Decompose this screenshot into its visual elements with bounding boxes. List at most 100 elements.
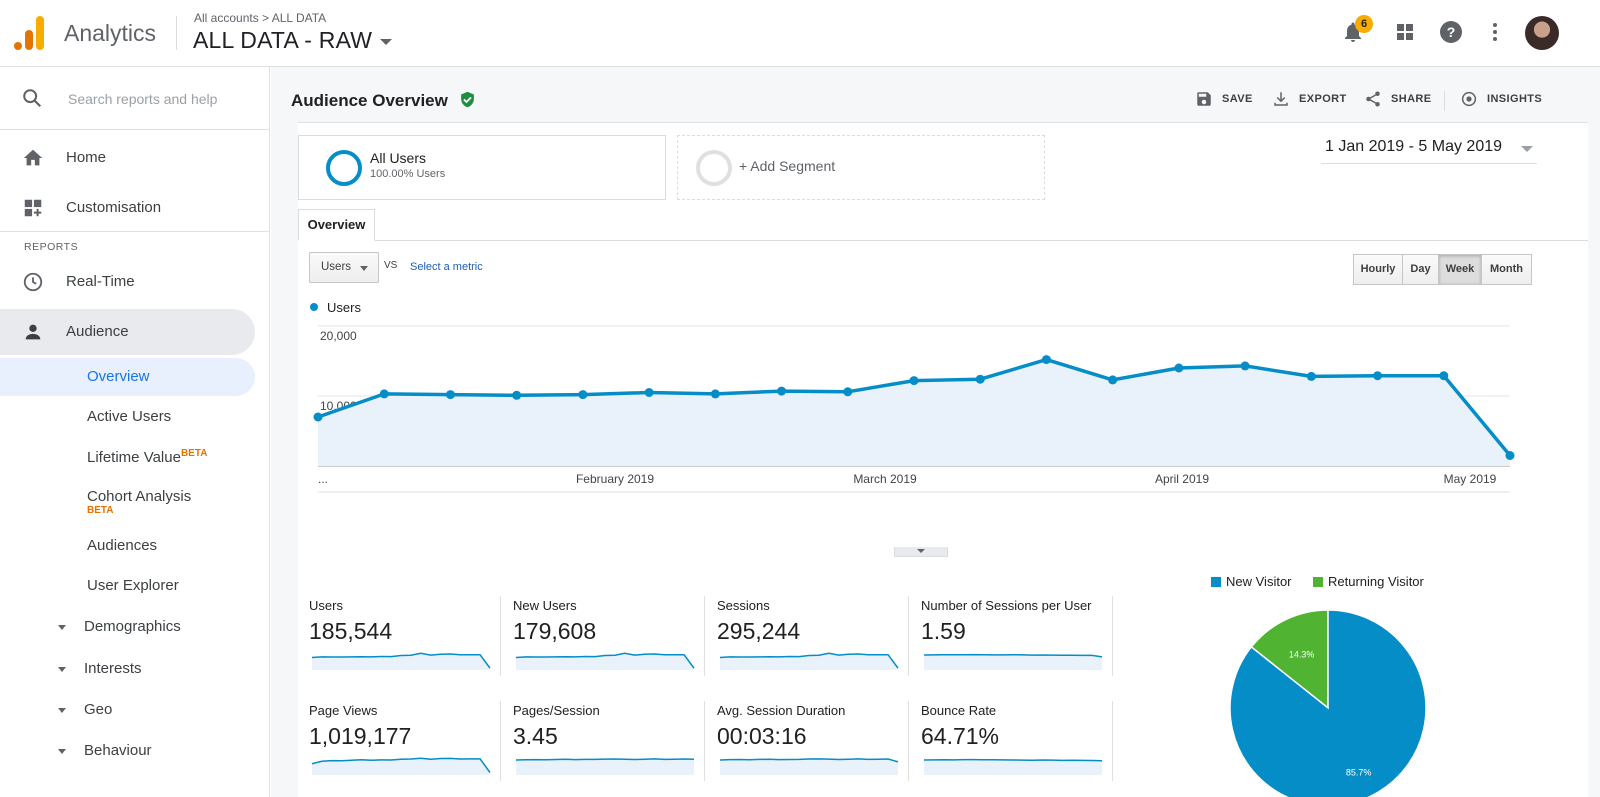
summary-sparkline (923, 653, 1103, 670)
save-button[interactable]: SAVE (1222, 93, 1253, 105)
view-selector[interactable]: ALL DATA - RAW (193, 27, 393, 54)
expand-triangle-icon (58, 666, 66, 672)
add-segment-button[interactable]: + Add Segment (677, 135, 1045, 200)
metric-dropdown-value: Users (321, 261, 352, 273)
more-options-button[interactable] (1483, 20, 1509, 46)
share-button[interactable]: SHARE (1391, 93, 1432, 105)
analytics-logo-icon[interactable] (14, 14, 46, 50)
tab-overview[interactable]: Overview (298, 209, 375, 241)
sidebar-group-behaviour[interactable]: Behaviour (58, 742, 152, 759)
data-point (1240, 361, 1250, 371)
x-tick-label: February 2019 (576, 472, 654, 486)
segment-ring-icon (696, 150, 732, 186)
summary-label: Page Views (309, 703, 378, 718)
sidebar-sub-overview[interactable]: Overview (87, 368, 150, 385)
person-icon (25, 324, 41, 340)
header-divider (176, 16, 177, 50)
customisation-icon (24, 199, 42, 217)
summary-label: Users (309, 598, 343, 613)
sidebar-sub-cohort-analysis[interactable]: Cohort Analysis (87, 488, 192, 505)
granularity-day[interactable]: Day (1402, 254, 1439, 285)
avatar[interactable] (1525, 16, 1559, 50)
pie-legend-label: Returning Visitor (1328, 574, 1424, 589)
granularity-hourly[interactable]: Hourly (1353, 254, 1403, 285)
x-tick-label: May 2019 (1444, 472, 1497, 486)
toolbar-divider (1444, 91, 1445, 111)
sidebar-item-audience[interactable]: Audience (0, 307, 270, 357)
expand-triangle-icon (58, 624, 66, 630)
summary-sparkline (311, 757, 491, 775)
sidebar-item-customisation[interactable]: Customisation (0, 183, 270, 233)
summary-value: 64.71% (921, 723, 1000, 749)
summary-value: 295,244 (717, 618, 801, 644)
search-icon (23, 89, 42, 108)
notifications-button[interactable]: 6 (1341, 15, 1373, 46)
expand-triangle-icon (58, 748, 66, 754)
card-divider (908, 596, 909, 676)
chart-collapse-toggle[interactable] (894, 547, 948, 557)
sparkline-line (719, 652, 899, 669)
sidebar-sub-lifetime-value[interactable]: Lifetime ValueBETA (87, 448, 207, 466)
help-button[interactable]: ? (1439, 20, 1465, 46)
account-breadcrumb[interactable]: All accounts > ALL DATA (194, 11, 327, 25)
card-divider (500, 701, 501, 781)
main-content: Audience Overview SAVE EXPORT SHARE INSI… (271, 67, 1600, 797)
summary-card-sessions: Sessions 295,244 (717, 598, 907, 678)
data-point (644, 388, 654, 397)
sparkline-area (312, 758, 490, 775)
sidebar-item-audience-highlight (0, 309, 255, 355)
sparkline-area (924, 759, 1102, 775)
export-icon (1274, 92, 1288, 106)
select-metric-link[interactable]: Select a metric (410, 261, 483, 273)
segment-ring-icon (326, 150, 362, 186)
pie-legend-new-visitor[interactable]: New Visitor (1211, 574, 1292, 589)
metric-dropdown[interactable]: Users (309, 252, 379, 283)
sidebar-sub-active-users[interactable]: Active Users (87, 408, 172, 425)
granularity-week[interactable]: Week (1438, 254, 1482, 285)
summary-value: 179,608 (513, 618, 597, 644)
card-divider (908, 701, 909, 781)
sidebar-group-interests[interactable]: Interests (58, 660, 142, 677)
summary-sparkline (515, 758, 695, 775)
date-range-text: 1 Jan 2019 - 5 May 2019 (1325, 138, 1503, 155)
insights-button[interactable]: INSIGHTS (1487, 93, 1543, 105)
legend-swatch (1211, 577, 1221, 587)
search-input[interactable]: Search reports and help (68, 91, 218, 107)
data-point (313, 412, 323, 422)
sidebar-group-label: Geo (84, 701, 113, 718)
search-box[interactable]: Search reports and help (0, 67, 270, 130)
sidebar-divider (0, 231, 270, 232)
export-button[interactable]: EXPORT (1299, 93, 1347, 105)
sidebar-sub-user-explorer[interactable]: User Explorer (87, 577, 179, 594)
data-point (1505, 451, 1515, 460)
summary-sparkline (311, 652, 491, 670)
date-range-picker[interactable]: 1 Jan 2019 - 5 May 2019 (1321, 138, 1537, 164)
sidebar-group-label: Behaviour (84, 742, 152, 759)
granularity-month[interactable]: Month (1481, 254, 1532, 285)
data-point (512, 390, 522, 400)
sidebar-item-home[interactable]: Home (0, 133, 270, 183)
pie-legend-returning-visitor[interactable]: Returning Visitor (1313, 574, 1424, 589)
sidebar-group-label: Interests (84, 660, 142, 677)
summary-value: 00:03:16 (717, 723, 807, 749)
pie-data-label: 14.3% (1289, 649, 1315, 659)
home-icon (23, 149, 43, 166)
apps-grid-button[interactable] (1393, 20, 1419, 46)
data-point (379, 389, 389, 399)
sidebar-group-geo[interactable]: Geo (58, 701, 112, 718)
segment-all-users[interactable]: All Users 100.00% Users (298, 135, 666, 200)
data-point (445, 390, 455, 400)
summary-label: Number of Sessions per User (921, 598, 1092, 613)
sidebar-item-label: Real-Time (66, 273, 135, 290)
view-name: ALL DATA - RAW (193, 27, 373, 53)
data-point (777, 386, 787, 396)
verified-check-icon (461, 91, 474, 108)
data-point (975, 374, 985, 384)
legend-marker (310, 303, 318, 311)
share-icon (1366, 91, 1380, 107)
sidebar-sub-audiences[interactable]: Audiences (87, 537, 158, 554)
sparkline-line (515, 652, 695, 669)
sidebar-group-demographics[interactable]: Demographics (58, 618, 181, 635)
sidebar-item-realtime[interactable]: Real-Time (0, 257, 270, 307)
